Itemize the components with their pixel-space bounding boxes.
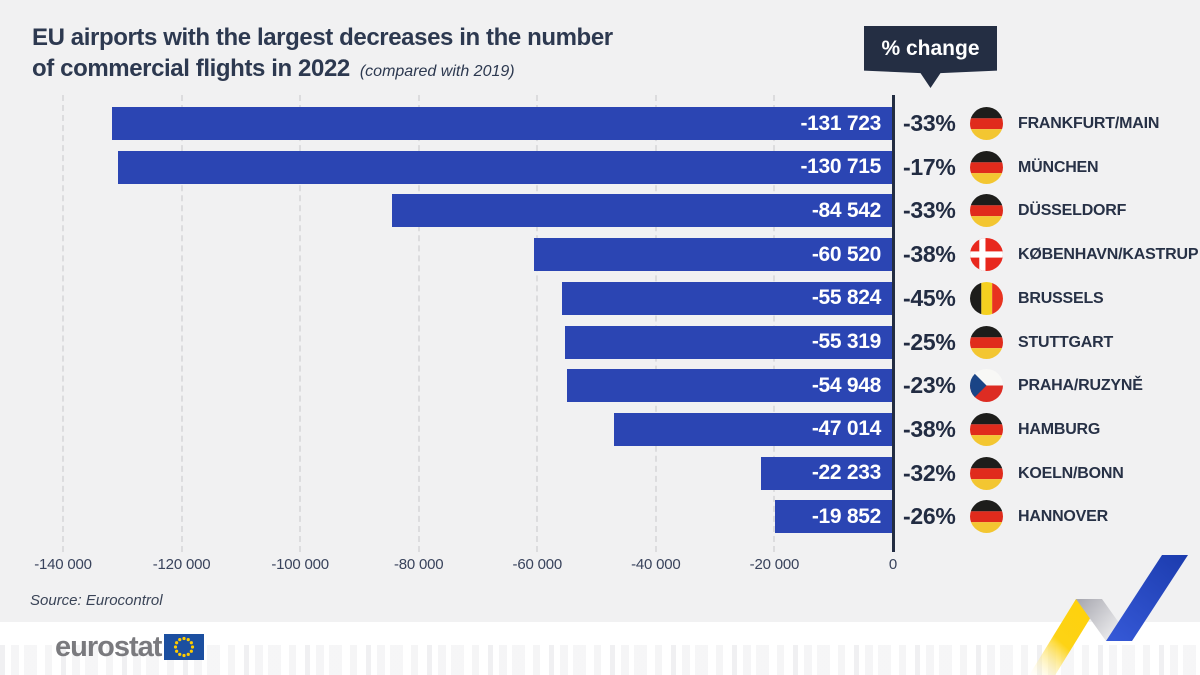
airport-name-label: BRUSSELS [1018,289,1104,307]
airport-name-label: MÜNCHEN [1018,158,1099,176]
x-tick-label: -100 000 [271,556,329,573]
bar-value-label: -131 723 [800,111,881,135]
pct-change-label: -25% [903,328,956,355]
source-note: Source: Eurocontrol [30,592,163,609]
gridline [180,95,183,552]
bar-value-label: -22 233 [811,461,881,485]
flag-germany-icon [970,412,1003,451]
gridline [299,95,302,552]
pct-change-label: -33% [903,197,956,224]
chart-title: EU airports with the largest decreases i… [32,22,613,87]
title-line-2: of commercial flights in 2022 (compared w… [32,53,613,87]
eu-flag-icon [164,634,205,660]
bar: -54 948 [567,369,893,403]
x-tick-label: -20 000 [749,556,800,573]
flag-germany-icon [970,456,1003,495]
flag-germany-icon [970,325,1003,364]
gridline [417,95,420,552]
bar: -60 520 [534,238,893,272]
pct-change-label: -26% [903,503,956,530]
bar-value-label: -19 852 [811,504,881,528]
airport-name-label: PRAHA/RUZYNĚ [1018,377,1143,395]
pct-change-label: -23% [903,372,956,399]
flag-denmark-icon [970,238,1003,276]
airport-name-label: STUTTGART [1018,333,1114,351]
pct-change-label: -17% [903,153,956,180]
gridline [536,95,539,552]
pct-change-badge: % change [864,26,997,88]
x-tick-label: -140 000 [34,556,92,573]
eurostat-logo: eurostat [55,630,205,664]
bar: -130 715 [118,150,893,184]
airport-name-label: KOELN/BONN [1018,464,1124,482]
title-line-1: EU airports with the largest decreases i… [32,24,613,51]
gridline [654,95,657,552]
ribbon-yellow-segment [1029,599,1102,675]
pct-change-label: -33% [903,110,956,136]
gridline [62,95,64,552]
airport-name-label: DÜSSELDORF [1018,202,1127,220]
bar: -19 852 [775,500,893,534]
flag-germany-icon [970,500,1003,538]
pct-change-label: -38% [903,241,956,268]
bar: -55 824 [562,281,893,315]
footer: eurostat [0,622,1200,675]
airport-name-label: FRANKFURT/MAIN [1018,115,1160,132]
x-tick-label: -120 000 [152,556,211,573]
flag-germany-icon [970,150,1003,189]
bar-value-label: -54 948 [811,373,881,397]
pct-change-label: -32% [903,459,956,486]
bar: -84 542 [391,194,893,228]
flag-belgium-icon [970,281,1003,320]
bar-value-label: -84 542 [811,198,881,222]
airport-name-label: KØBENHAVN/KASTRUP [1018,246,1199,264]
pct-change-label: -38% [903,415,956,442]
bar: -22 233 [761,456,893,490]
zero-axis-line [891,95,895,552]
bar-value-label: -130 715 [800,155,881,179]
bar: -131 723 [112,107,893,140]
flag-czechia-icon [970,369,1003,407]
flag-germany-icon [970,107,1003,145]
pct-change-label: -45% [903,284,956,311]
pct-change-badge-label: % change [881,37,980,60]
airport-name-label: HAMBURG [1018,420,1101,438]
bar-value-label: -60 520 [811,242,881,266]
title-line-2-text: of commercial flights in 2022 [32,55,350,82]
x-tick-label: -80 000 [393,556,444,573]
bar-value-label: -55 824 [811,286,881,310]
x-tick-label: 0 [888,556,898,573]
ribbon-blue-segment [1106,555,1188,641]
flag-germany-icon [970,194,1003,232]
eurostat-logo-text: eurostat [55,631,162,663]
x-tick-label: -40 000 [631,556,681,573]
bar-value-label: -55 319 [811,330,881,353]
x-tick-label: -60 000 [512,556,563,573]
airport-name-label: HANNOVER [1018,508,1108,526]
chart-subtitle: (compared with 2019) [359,63,515,80]
zigzag-ribbon-decoration [1029,555,1188,675]
bar-value-label: -47 014 [811,417,881,441]
bar: -55 319 [565,325,893,359]
bar: -47 014 [614,412,893,446]
gridline [773,95,776,552]
